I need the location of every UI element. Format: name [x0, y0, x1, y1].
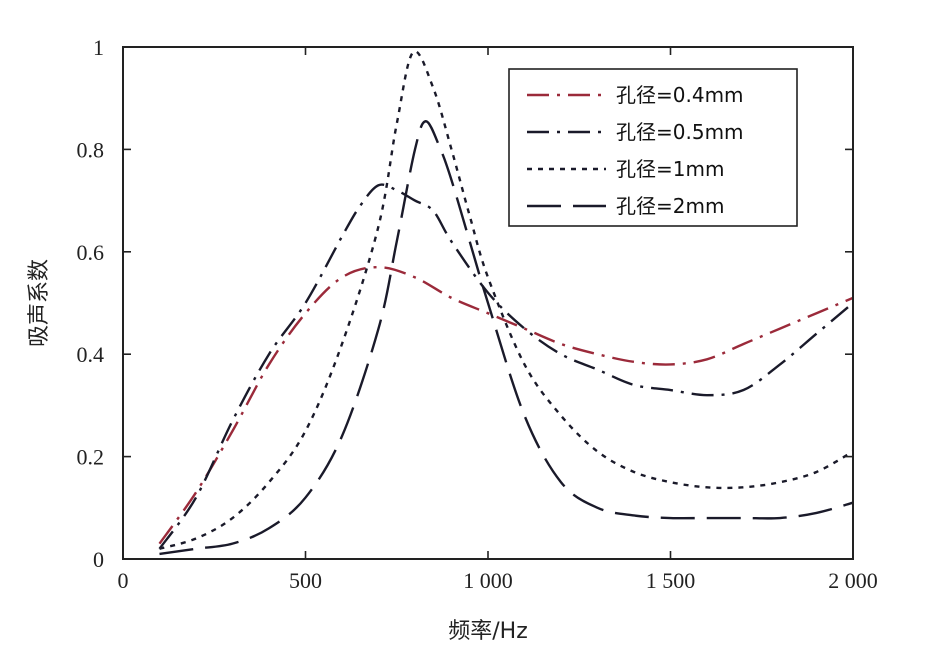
x-tick-label: 1 500: [646, 568, 696, 593]
legend-label-3: 孔径=2mm: [616, 194, 724, 218]
series-line-2: [159, 50, 854, 550]
legend-label-0: 孔径=0.4mm: [616, 83, 744, 107]
legend-label-1: 孔径=0.5mm: [616, 120, 744, 144]
y-axis-ticks: 0 0.2 0.4 0.6 0.8 1: [77, 35, 853, 572]
y-tick-label: 0.2: [77, 445, 105, 470]
y-tick-label: 1: [93, 35, 104, 60]
legend: 孔径=0.4mm 孔径=0.5mm 孔径=1mm 孔径=2mm: [508, 68, 798, 227]
series-line-3: [159, 120, 854, 556]
y-tick-label: 0.6: [77, 240, 105, 265]
series-line-1: [158, 183, 854, 550]
x-tick-label: 1 000: [463, 568, 513, 593]
x-tick-label: 2 000: [828, 568, 878, 593]
x-axis-ticks: 0 500 1 000 1 500 2 000: [118, 47, 878, 593]
y-tick-label: 0.4: [77, 342, 105, 367]
x-tick-label: 0: [118, 568, 129, 593]
x-tick-label: 500: [289, 568, 322, 593]
y-tick-label: 0: [93, 547, 104, 572]
y-axis-title: 吸声系数: [27, 259, 52, 347]
y-tick-label: 0.8: [77, 137, 105, 162]
series-line-0: [158, 265, 854, 545]
series-layer: [158, 50, 854, 556]
x-axis-title: 频率/Hz: [448, 619, 528, 644]
legend-label-2: 孔径=1mm: [616, 157, 724, 181]
